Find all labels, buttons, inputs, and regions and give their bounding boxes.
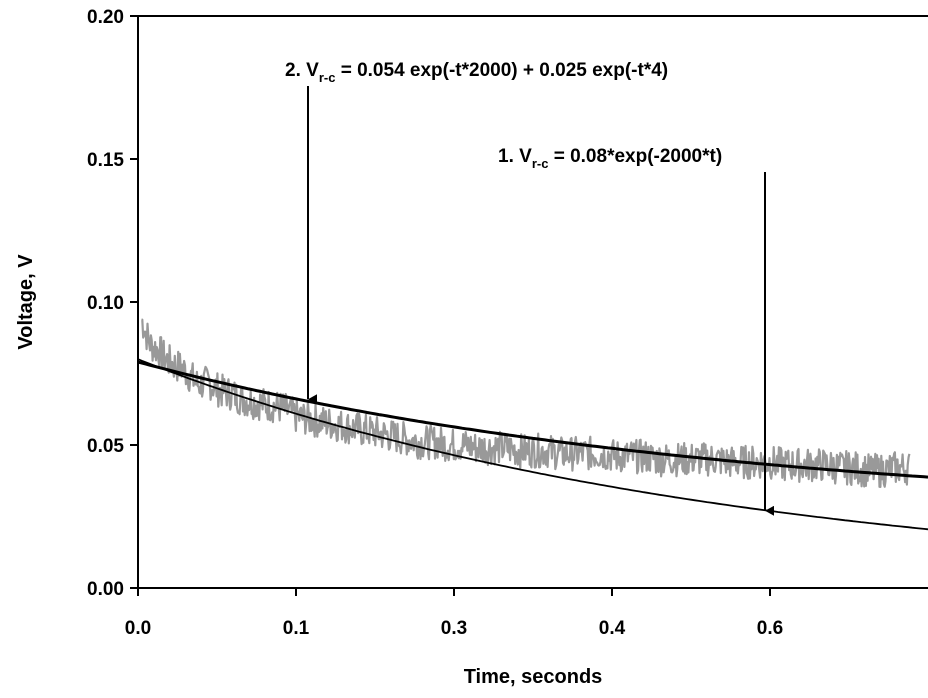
annotation-group: 2. Vr-c = 0.054 exp(-t*2000) + 0.025 exp… — [285, 60, 774, 516]
annotation-text: 2. Vr-c = 0.054 exp(-t*2000) + 0.025 exp… — [285, 60, 668, 85]
x-tick-label: 0.0 — [125, 618, 151, 639]
model-curve-1 — [137, 358, 928, 531]
x-tick-label: 0.1 — [283, 618, 310, 639]
y-tick-label: 0.05 — [87, 436, 124, 457]
model-curve-2 — [137, 360, 928, 479]
measured-series-line — [141, 318, 911, 488]
x-tick-label: 0.4 — [599, 618, 626, 639]
y-tick-label: 0.10 — [87, 293, 124, 314]
y-tick-label: 0.00 — [87, 579, 124, 600]
y-axis-title: Voltage, V — [15, 254, 37, 350]
annotation-eq1: 1. Vr-c = 0.08*exp(-2000*t) — [498, 146, 774, 516]
y-tick-label: 0.20 — [87, 7, 124, 28]
y-tick-label: 0.15 — [87, 150, 124, 171]
x-tick-label: 0.3 — [441, 618, 467, 639]
annotation-eq2: 2. Vr-c = 0.054 exp(-t*2000) + 0.025 exp… — [285, 60, 668, 405]
axes — [137, 15, 928, 589]
plot-area — [137, 318, 928, 531]
x-tick-label: 0.6 — [757, 618, 783, 639]
annotation-text: 1. Vr-c = 0.08*exp(-2000*t) — [498, 146, 722, 171]
tick-group: 0.00 0.05 0.10 0.15 0.20 0.0 0.1 0.3 0.4 0.6 — [87, 7, 783, 639]
x-axis-title: Time, seconds — [464, 666, 603, 688]
